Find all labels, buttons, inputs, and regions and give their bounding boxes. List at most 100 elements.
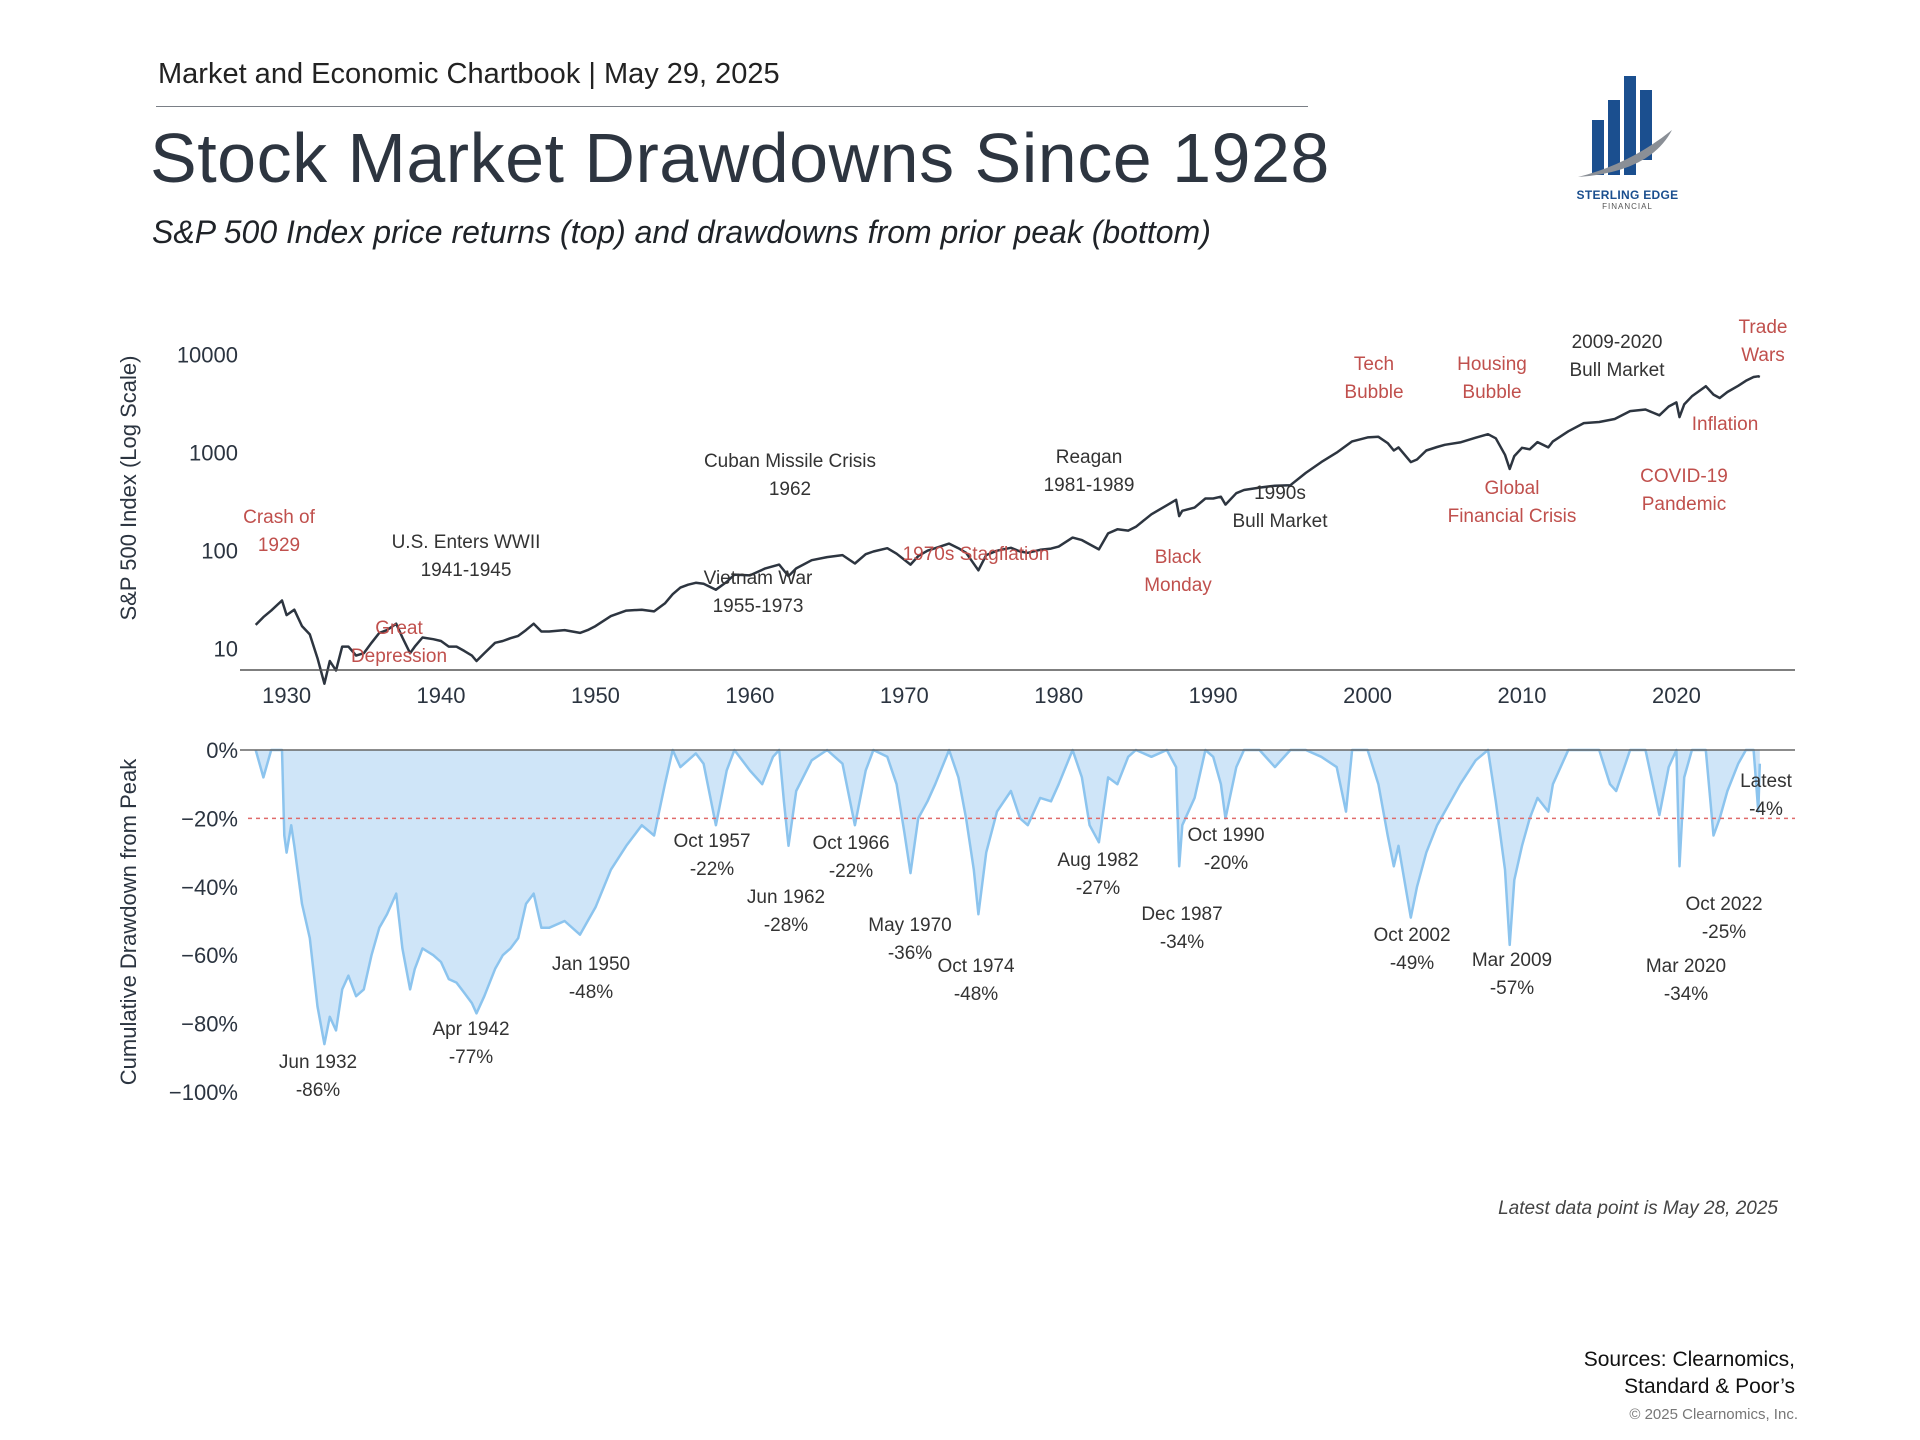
annotation-line: 1962 xyxy=(769,479,811,500)
price-annotation: Housing Bubble xyxy=(1457,354,1527,403)
price-annotation: 1970s Stagflation xyxy=(903,544,1050,565)
annotation-line: Jan 1950 xyxy=(552,954,630,975)
drawdown-annotation: Oct 2022 -25% xyxy=(1685,894,1762,943)
annotation-line: 1990s xyxy=(1254,483,1306,504)
annotation-line: 1929 xyxy=(258,535,300,556)
drawdown-annotation: May 1970 -36% xyxy=(868,915,951,964)
annotation-line: Depression xyxy=(351,646,447,667)
annotation-line: 1941-1945 xyxy=(421,560,512,581)
annotation-line: Tech xyxy=(1354,354,1394,375)
annotation-line: Pandemic xyxy=(1642,494,1727,515)
price-annotation: 2009-2020 Bull Market xyxy=(1569,332,1665,381)
annotation-line: Oct 2002 xyxy=(1373,925,1450,946)
annotation-line: Mar 2009 xyxy=(1472,950,1552,971)
y-tick-label: 100 xyxy=(201,539,238,564)
annotation-line: -57% xyxy=(1490,978,1534,999)
logo-name: STERLING EDGE xyxy=(1576,188,1679,202)
annotation-line: Reagan xyxy=(1056,447,1123,468)
annotation-line: Oct 1990 xyxy=(1187,825,1264,846)
drawdown-annotation: Oct 1990 -20% xyxy=(1187,825,1264,874)
price-annotation: Tech Bubble xyxy=(1344,354,1403,403)
price-annotation: Crash of 1929 xyxy=(243,507,316,556)
annotation-line: Jun 1932 xyxy=(279,1052,357,1073)
annotation-line: -48% xyxy=(954,984,998,1005)
copyright-text: © 2025 Clearnomics, Inc. xyxy=(1629,1406,1798,1423)
annotation-line: Bull Market xyxy=(1569,360,1665,381)
drawdown-annotation: Oct 1966 -22% xyxy=(812,833,889,882)
header-divider xyxy=(156,106,1308,107)
y-tick-label: −20% xyxy=(181,806,238,831)
annotation-line: COVID-19 xyxy=(1640,466,1728,487)
drawdown-annotation: Oct 2002 -49% xyxy=(1373,925,1450,974)
annotation-line: Latest xyxy=(1740,771,1792,792)
annotation-line: Black xyxy=(1155,547,1202,568)
y-tick-label: 0% xyxy=(206,738,238,763)
page-title: Stock Market Drawdowns Since 1928 xyxy=(150,119,1330,197)
annotation-line: Jun 1962 xyxy=(747,887,825,908)
drawdown-annotation: Mar 2009 -57% xyxy=(1472,950,1552,999)
drawdown-annotation: Jan 1950 -48% xyxy=(552,954,630,1003)
annotation-line: Cuban Missile Crisis xyxy=(704,451,876,472)
drawdown-annotation: Oct 1957 -22% xyxy=(673,831,750,880)
annotation-line: 1981-1989 xyxy=(1044,475,1135,496)
price-annotation: Black Monday xyxy=(1144,547,1212,596)
annotation-line: Monday xyxy=(1144,575,1212,596)
drawdown-panel: 0% −20% −40% −60% −80% −100% Cumulative Drawdo… xyxy=(116,738,1795,1105)
price-annotation: Inflation xyxy=(1692,414,1759,435)
x-tick-label: 2020 xyxy=(1652,683,1701,708)
sources-line-2: Standard & Poor’s xyxy=(1624,1375,1795,1398)
annotation-line: Trade xyxy=(1739,317,1788,338)
sterling-edge-logo xyxy=(1570,72,1680,222)
annotation-line: Oct 1974 xyxy=(937,956,1015,977)
drawdown-series-line xyxy=(254,748,1762,1046)
logo-bars-icon xyxy=(1578,76,1672,177)
annotation-line: Oct 2022 xyxy=(1685,894,1762,915)
drawdown-annotation: Dec 1987 -34% xyxy=(1141,904,1222,953)
x-tick-label: 1960 xyxy=(725,683,774,708)
x-tick-label: 2010 xyxy=(1498,683,1547,708)
price-annotation: 1990s Bull Market xyxy=(1232,483,1328,532)
sources-line-1: Sources: Clearnomics, xyxy=(1583,1348,1795,1371)
annotation-line: 2009-2020 xyxy=(1572,332,1663,353)
drawdown-area xyxy=(255,750,1760,1045)
price-annotation: Cuban Missile Crisis 1962 xyxy=(704,451,876,500)
annotation-line: Crash of xyxy=(243,507,316,528)
drawdown-annotation: Apr 1942 -77% xyxy=(432,1019,509,1068)
annotation-line: Vietnam War xyxy=(704,568,813,589)
price-annotation: Trade Wars xyxy=(1739,317,1788,366)
latest-data-note: Latest data point is May 28, 2025 xyxy=(1498,1198,1778,1219)
page-subtitle: S&P 500 Index price returns (top) and dr… xyxy=(152,214,1211,250)
annotation-line: 1970s Stagflation xyxy=(903,544,1050,565)
annotation-line: -22% xyxy=(829,861,873,882)
annotation-line: -20% xyxy=(1204,853,1248,874)
price-series-line xyxy=(254,375,1761,685)
annotation-line: Great xyxy=(375,618,423,639)
y-axis-label: Cumulative Drawdown from Peak xyxy=(116,758,141,1085)
price-annotation: COVID-19 Pandemic xyxy=(1640,466,1728,515)
x-tick-label: 1940 xyxy=(417,683,466,708)
annotation-line: Bubble xyxy=(1344,382,1403,403)
annotation-line: Aug 1982 xyxy=(1057,850,1138,871)
annotation-line: Oct 1966 xyxy=(812,833,889,854)
x-tick-label: 1930 xyxy=(262,683,311,708)
drawdown-annotation: Jun 1932 -86% xyxy=(279,1052,357,1101)
y-tick-label: 1000 xyxy=(189,441,238,466)
y-tick-label: −80% xyxy=(181,1012,238,1037)
x-tick-label: 1950 xyxy=(571,683,620,708)
annotation-line: -28% xyxy=(764,915,808,936)
annotation-line: -49% xyxy=(1390,953,1434,974)
annotation-line: Apr 1942 xyxy=(432,1019,509,1040)
annotation-line: Dec 1987 xyxy=(1141,904,1222,925)
annotation-line: U.S. Enters WWII xyxy=(392,532,541,553)
sources-text: Sources: Clearnomics, Standard & Poor’s xyxy=(1430,1346,1795,1400)
price-annotation: Vietnam War 1955-1973 xyxy=(704,568,813,617)
x-tick-label: 2000 xyxy=(1343,683,1392,708)
y-tick-label: 10000 xyxy=(177,343,238,368)
drawdown-annotation: Mar 2020 -34% xyxy=(1646,956,1726,1005)
annotation-line: Wars xyxy=(1741,345,1785,366)
annotation-line: Financial Crisis xyxy=(1448,506,1577,527)
x-tick-label: 1970 xyxy=(880,683,929,708)
annotation-line: Mar 2020 xyxy=(1646,956,1726,977)
logo-subtext: FINANCIAL xyxy=(1602,202,1653,211)
